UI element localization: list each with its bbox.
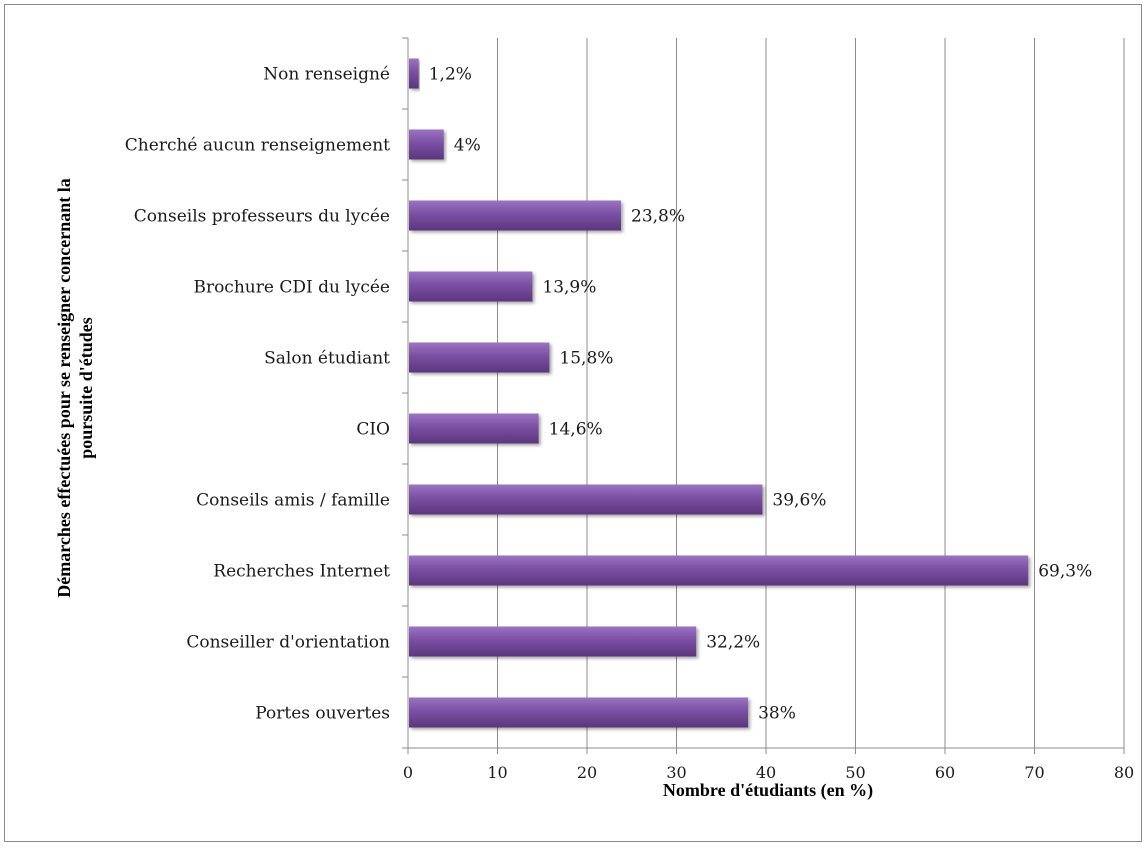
category-label: Recherches Internet	[213, 562, 390, 582]
category-label: Cherché aucun renseignement	[125, 136, 390, 156]
bar	[409, 484, 763, 515]
bar	[409, 697, 749, 728]
data-label: 39,6%	[772, 491, 826, 511]
data-label: 69,3%	[1038, 562, 1092, 582]
x-tick-label: 20	[577, 763, 597, 782]
y-axis-title-line2: poursuite d'études	[76, 317, 96, 459]
bar	[409, 555, 1029, 586]
x-tick-label: 80	[1114, 763, 1134, 782]
data-label: 23,8%	[631, 207, 685, 227]
bar	[409, 271, 533, 302]
x-tick-label: 70	[1024, 763, 1044, 782]
data-label: 14,6%	[549, 420, 603, 440]
bar	[409, 58, 419, 89]
x-tick-label: 30	[666, 763, 686, 782]
x-tick-label: 60	[935, 763, 955, 782]
category-label: Non renseigné	[263, 65, 390, 85]
bar	[409, 200, 622, 231]
bar	[409, 342, 550, 373]
data-label: 32,2%	[706, 633, 760, 653]
x-tick-label: 10	[487, 763, 507, 782]
category-label: Portes ouvertes	[255, 704, 390, 724]
bar	[409, 129, 444, 160]
data-label: 1,2%	[429, 65, 472, 85]
y-axis-title: Démarches effectuées pour se renseigner …	[54, 178, 96, 598]
bars	[409, 58, 1029, 728]
category-label: CIO	[356, 420, 390, 440]
data-label: 13,9%	[542, 278, 596, 298]
category-label: Salon étudiant	[264, 349, 390, 369]
data-label: 4%	[454, 136, 481, 156]
axes	[402, 37, 1125, 754]
bar	[409, 413, 539, 444]
x-tick-label: 40	[756, 763, 776, 782]
category-label: Conseils amis / famille	[196, 491, 390, 511]
category-label: Conseils professeurs du lycée	[134, 207, 390, 227]
labels: 0 10 20 30 40 50 60 70 80 Non renseigné 1,2% Cherch…	[125, 65, 1134, 783]
x-tick-label: 50	[845, 763, 865, 782]
data-label: 38%	[758, 704, 796, 724]
category-label: Conseiller d'orientation	[186, 633, 390, 653]
x-axis-title: Nombre d'étudiants (en %)	[663, 780, 873, 801]
category-label: Brochure CDI du lycée	[193, 278, 390, 298]
y-axis-title-line1: Démarches effectuées pour se renseigner …	[54, 178, 74, 598]
x-tick-label: 0	[403, 763, 413, 782]
data-label: 15,8%	[559, 349, 613, 369]
bar	[409, 626, 697, 657]
